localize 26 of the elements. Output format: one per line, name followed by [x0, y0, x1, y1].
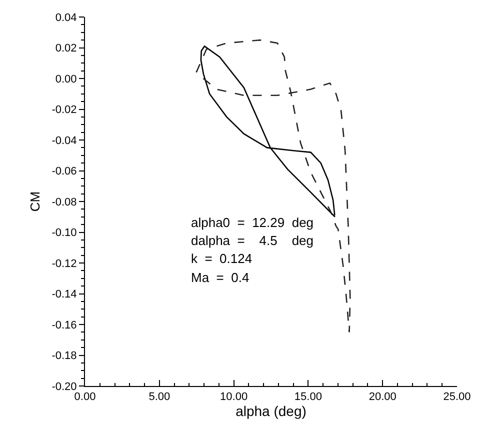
y-tick-label: -0.20 — [52, 380, 77, 393]
x-tick-label: 10.00 — [220, 391, 248, 404]
x-tick-label: 20.00 — [368, 391, 396, 404]
x-tick-label: 0.00 — [74, 391, 96, 404]
y-tick-label: -0.02 — [52, 104, 77, 116]
annotation: Ma = 0.4 — [191, 270, 250, 285]
y-axis-title: CM — [28, 191, 43, 212]
y-tick-label: 0.02 — [55, 42, 77, 55]
y-tick-label: -0.10 — [52, 227, 77, 240]
y-tick-label: -0.16 — [52, 319, 77, 332]
annotation: alpha0 = 12.29 deg — [191, 215, 314, 230]
line-series — [200, 46, 336, 218]
y-tick-label: -0.18 — [52, 350, 77, 362]
y-tick-label: -0.04 — [52, 134, 77, 147]
y-tick-label: -0.08 — [52, 196, 77, 208]
y-tick-label: -0.06 — [52, 166, 77, 178]
x-tick-label: 15.00 — [294, 391, 322, 404]
annotation: k = 0.124 — [191, 251, 252, 266]
annotation: dalpha = 4.5 deg — [191, 233, 314, 248]
x-tick-label: 25.00 — [443, 391, 471, 404]
x-axis-title: alpha (deg) — [236, 403, 306, 420]
x-tick-label: 5.00 — [148, 391, 170, 404]
y-tick-label: -0.14 — [52, 288, 77, 301]
y-tick-label: -0.12 — [52, 258, 77, 270]
y-tick-label: 0.00 — [55, 73, 77, 86]
y-tick-label: 0.04 — [55, 12, 77, 24]
